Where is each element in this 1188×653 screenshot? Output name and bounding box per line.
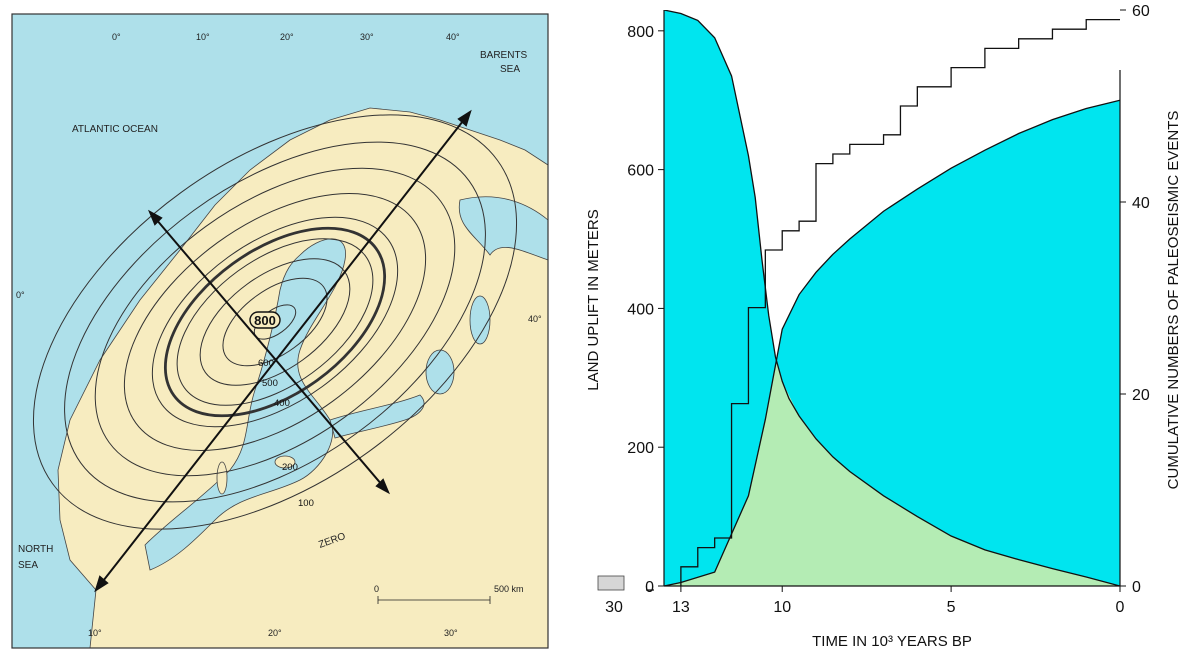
chart-y-right-axis-label: CUMULATIVE NUMBERS OF PALEOSEISMIC EVENT… <box>1165 111 1182 490</box>
map-stress-arrows <box>94 109 472 593</box>
contour-label-800: 800 <box>254 313 276 328</box>
label-atlantic-ocean: ATLANTIC OCEAN <box>72 124 158 135</box>
contour-label-400: 400 <box>274 398 290 409</box>
overlap-green-area <box>664 381 1120 586</box>
map-bottom-tick-10: 10° <box>88 628 102 638</box>
contour-700 <box>222 277 328 367</box>
label-scale-500km: 500 km <box>494 584 524 594</box>
map-white-sea <box>458 196 549 261</box>
x-tick-label: 13 <box>672 599 690 616</box>
x-tick-label: 10 <box>773 599 791 616</box>
chart-plot-area <box>664 10 1120 586</box>
y-right-tick-label: 60 <box>1132 3 1150 20</box>
y-left-tick-label: 400 <box>627 301 654 318</box>
arrow-ne-sw <box>95 111 471 591</box>
arrowhead-sw <box>94 575 109 593</box>
y-right-tick-label: 0 <box>1132 579 1141 596</box>
map-top-tick-30: 30° <box>360 32 374 42</box>
label-scale-zero: 0 <box>374 584 379 594</box>
y-left-tick-label: 600 <box>627 163 654 180</box>
contour-500 <box>176 238 374 406</box>
map-right-tick-40: 40° <box>528 314 542 324</box>
contour-800-label-bg <box>249 311 281 329</box>
chart-y-left-axis-label: LAND UPLIFT IN METERS <box>585 209 602 390</box>
fennoscandia-uplift-map: BARENTS SEA ATLANTIC OCEAN NORTH SEA ZER… <box>11 13 549 649</box>
x-tick-label: 5 <box>947 599 956 616</box>
arrowhead-nw <box>147 209 163 226</box>
y-left-tick-label: 800 <box>627 24 654 41</box>
label-north-sea-1: NORTH <box>18 544 53 555</box>
map-gulf-of-finland <box>329 394 425 439</box>
decay-curve-line <box>664 10 1120 586</box>
map-top-tick-0: 0° <box>112 32 121 42</box>
y-left-tick-label: 0 <box>645 579 654 596</box>
map-top-tick-10: 10° <box>196 32 210 42</box>
contour-label-100: 100 <box>298 498 314 509</box>
x-break-tick-label: 30 <box>605 599 623 616</box>
map-baltic-sea <box>144 238 346 571</box>
arrowhead-ne <box>457 109 472 127</box>
map-land-scandinavia <box>57 107 549 649</box>
map-bottom-tick-30: 30° <box>444 628 458 638</box>
map-scale-bar <box>377 596 491 604</box>
label-barents-sea-2: SEA <box>500 64 520 75</box>
contour-label-600: 600 <box>258 358 274 369</box>
chart-x-axis-label: TIME IN 10³ YEARS BP <box>812 633 972 650</box>
map-lake-onega <box>469 295 491 345</box>
map-top-tick-40: 40° <box>446 32 460 42</box>
uplift-paleoseismic-chart: 13 10 5 0 30 0 200 400 600 800 0 20 40 60 TIME IN 10³… <box>585 3 1182 650</box>
contour-100 <box>64 141 486 503</box>
arrowhead-se <box>375 478 391 495</box>
paleoseismic-step-line <box>680 18 1120 586</box>
y-left-tick-label: 200 <box>627 440 654 457</box>
map-left-tick-0: 0° <box>16 290 25 300</box>
contour-200 <box>94 167 456 477</box>
map-frame <box>11 13 549 649</box>
arrow-nw-se <box>149 211 389 493</box>
map-island-saaremaa <box>274 455 296 469</box>
broken-axis-step <box>597 575 625 591</box>
rising-curve-line <box>664 99 1120 586</box>
label-north-sea-2: SEA <box>18 560 38 571</box>
contour-label-500: 500 <box>262 378 278 389</box>
contour-bold-stress-ring <box>164 226 386 418</box>
x-tick-label: 0 <box>1116 599 1125 616</box>
y-right-tick-label: 20 <box>1132 387 1150 404</box>
decay-curve-area <box>664 10 1120 586</box>
contour-300 <box>123 193 427 451</box>
map-top-tick-20: 20° <box>280 32 294 42</box>
map-uplift-contours <box>32 114 518 530</box>
contour-400 <box>151 216 399 428</box>
contour-zero <box>32 114 518 530</box>
map-island-gotland <box>216 461 228 495</box>
label-barents-sea-1: BARENTS <box>480 50 528 61</box>
chart-tick-labels: 13 10 5 0 30 0 200 400 600 800 0 20 40 60 <box>605 3 1150 616</box>
map-bottom-tick-20: 20° <box>268 628 282 638</box>
contour-label-200: 200 <box>282 462 298 473</box>
y-right-tick-label: 40 <box>1132 195 1150 212</box>
chart-axes <box>597 9 1126 592</box>
